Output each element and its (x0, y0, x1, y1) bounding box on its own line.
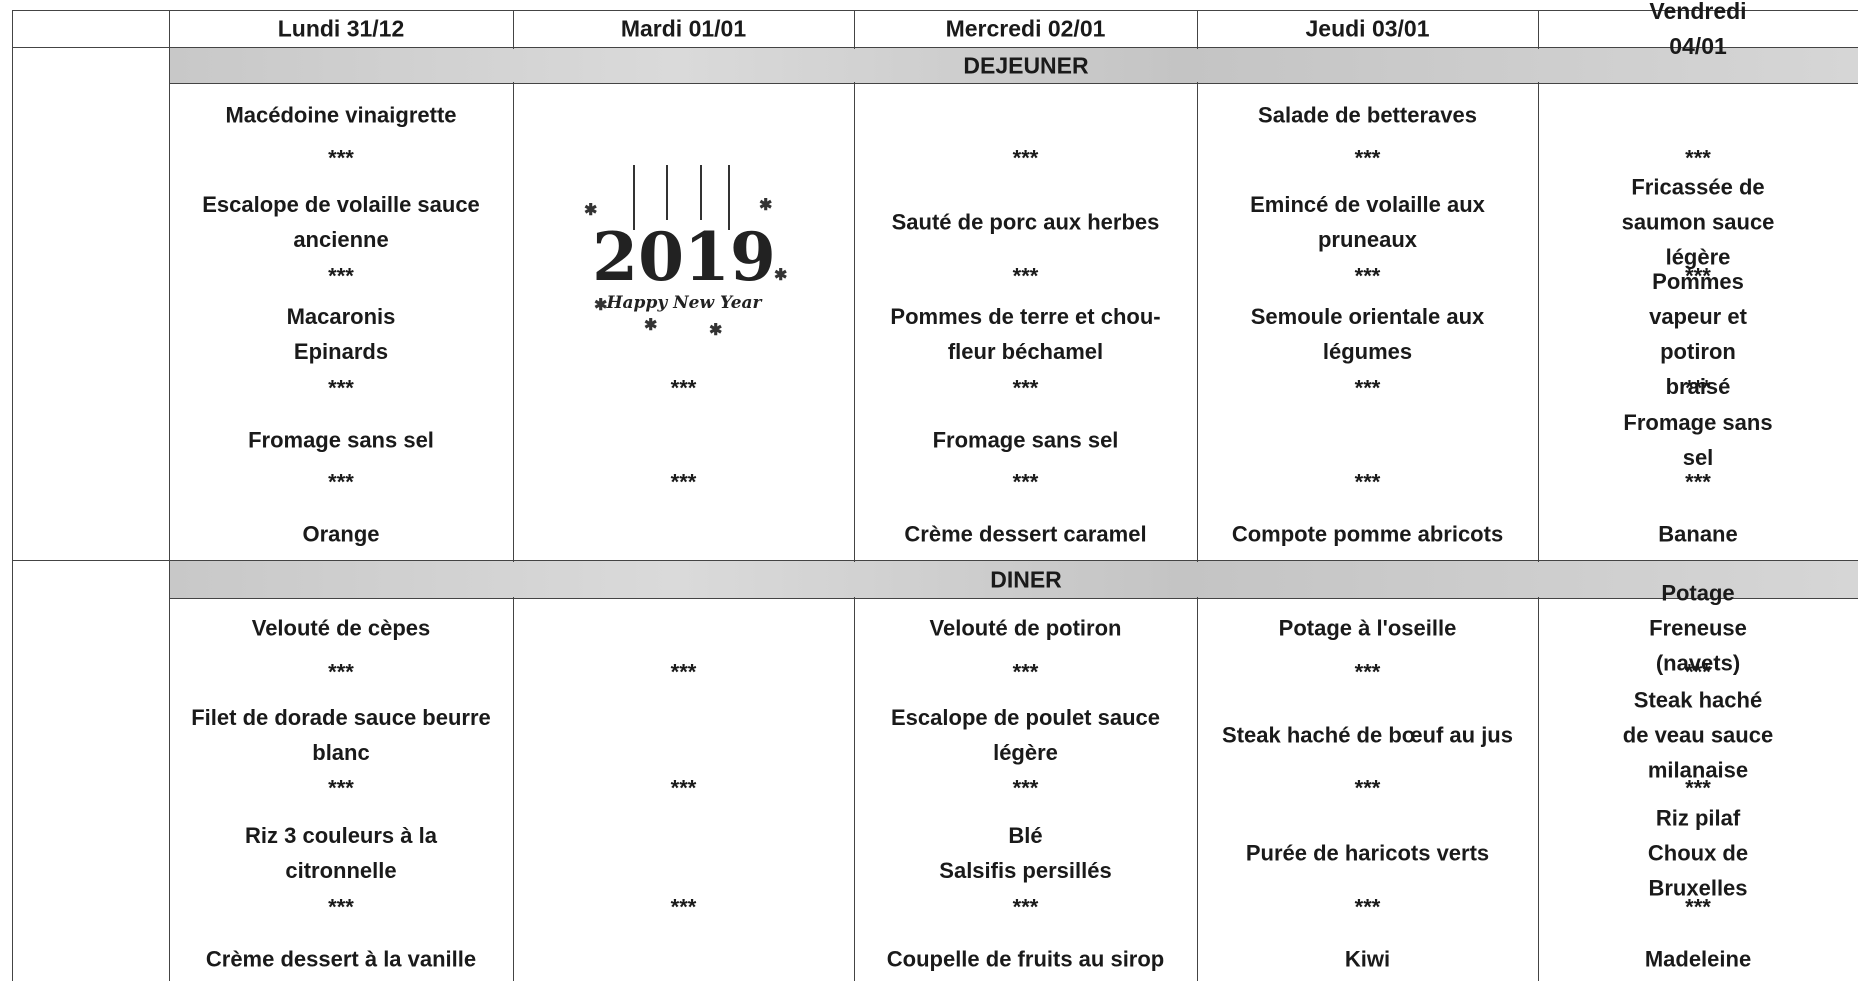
separator: *** (1354, 469, 1381, 495)
separator: *** (1012, 375, 1039, 401)
separator: *** (1354, 775, 1381, 801)
dish: Steak haché de veau sauce milanaise (1622, 687, 1774, 783)
day-header: Mercredi 02/01 (945, 15, 1106, 42)
dish: Orange (302, 521, 380, 547)
dish: Kiwi (1344, 946, 1391, 972)
column-line (12, 10, 13, 981)
dish: Filet de dorade sauce beurre blanc (191, 705, 491, 765)
day-header: Vendredi 04/01 (1649, 0, 1747, 59)
greeting-text: Happy New Year (605, 293, 762, 313)
dish: Velouté de potiron (929, 615, 1122, 641)
separator: *** (328, 775, 354, 801)
dish: Potage Freneuse (navets) (1649, 580, 1747, 676)
band-cover (170, 49, 1858, 82)
svg-text:✱: ✱ (644, 317, 657, 334)
dish: Velouté de cèpes (251, 615, 431, 641)
year: 2019 (592, 218, 776, 296)
dish: Purée de haricots verts (1245, 840, 1490, 866)
separator: *** (1012, 145, 1039, 171)
separator: *** (670, 469, 697, 495)
separator: *** (1685, 375, 1711, 401)
day-header: Mardi 01/01 (620, 15, 747, 42)
row-line (12, 47, 1858, 48)
separator: *** (670, 375, 697, 401)
dish: Potage à l'oseille (1278, 615, 1457, 641)
separator: *** (328, 375, 354, 401)
separator: *** (1354, 894, 1381, 920)
svg-text:✱: ✱ (709, 322, 722, 339)
svg-text:✱: ✱ (774, 267, 787, 284)
separator: *** (328, 263, 354, 289)
column-line (1538, 10, 1539, 981)
separator: *** (670, 659, 697, 685)
dish: Blé Salsifis persillés (939, 823, 1112, 883)
day-header: Jeudi 03/01 (1305, 15, 1430, 42)
dish: Madeleine (1644, 946, 1752, 972)
separator: *** (328, 894, 354, 920)
separator: *** (1354, 145, 1381, 171)
dish: Riz 3 couleurs à la citronnelle (245, 823, 437, 883)
dish: Escalope de poulet sauce légère (891, 705, 1160, 765)
day-header: Lundi 31/12 (277, 15, 405, 42)
separator: *** (328, 145, 354, 171)
column-line (513, 10, 514, 981)
dish: Crème dessert à la vanille (205, 946, 477, 972)
column-line (169, 10, 170, 981)
separator: *** (670, 894, 697, 920)
separator: *** (1012, 775, 1039, 801)
dish: Escalope de volaille sauce ancienne (202, 192, 480, 252)
separator: *** (1012, 263, 1039, 289)
dish: Pommes vapeur et potiron braisé (1649, 269, 1747, 399)
dish: Salade de betteraves (1258, 102, 1477, 128)
dish: Emincé de volaille aux pruneaux (1250, 192, 1485, 252)
dish: Steak haché de bœuf au jus (1222, 722, 1513, 748)
separator: *** (1685, 894, 1711, 920)
separator: *** (328, 469, 354, 495)
svg-text:✱: ✱ (584, 202, 597, 219)
svg-text:✱: ✱ (759, 197, 772, 214)
dish: Crème dessert caramel (904, 521, 1147, 547)
dish: Macédoine vinaigrette (225, 102, 457, 128)
separator: *** (1685, 775, 1711, 801)
separator: *** (1685, 263, 1711, 289)
dish: Sauté de porc aux herbes (891, 209, 1160, 235)
dish: Fromage sans sel (932, 427, 1119, 453)
separator: *** (1354, 659, 1381, 685)
dish: Fromage sans sel (1623, 410, 1773, 470)
section-title: DEJEUNER (963, 52, 1089, 79)
band-cover (170, 562, 1858, 597)
section-title: DINER (990, 566, 1062, 593)
column-line (1197, 10, 1198, 981)
separator: *** (1012, 659, 1039, 685)
separator: *** (1354, 375, 1381, 401)
row-line (169, 83, 1858, 84)
row-line (12, 560, 1858, 561)
separator: *** (1685, 469, 1711, 495)
separator: *** (1012, 469, 1039, 495)
row-line (12, 10, 1858, 11)
separator: *** (1354, 263, 1381, 289)
dish: Coupelle de fruits au sirop (886, 946, 1165, 972)
dish: Fromage sans sel (248, 427, 434, 453)
separator: *** (1685, 659, 1711, 685)
dish: Pommes de terre et chou- fleur béchamel (890, 304, 1161, 364)
svg-text:✱: ✱ (594, 297, 607, 314)
separator: *** (328, 659, 354, 685)
dish: Macaronis Epinards (286, 304, 396, 364)
separator: *** (1012, 894, 1039, 920)
dish: Banane (1658, 521, 1738, 547)
separator: *** (670, 775, 697, 801)
dish: Semoule orientale aux légumes (1250, 304, 1485, 364)
dish: Compote pomme abricots (1231, 521, 1504, 547)
separator: *** (1685, 145, 1711, 171)
row-line (169, 598, 1858, 599)
column-line (854, 10, 855, 981)
dish: Riz pilaf Choux de Bruxelles (1647, 805, 1749, 901)
dish: Fricassée de saumon sauce légère (1621, 174, 1775, 270)
